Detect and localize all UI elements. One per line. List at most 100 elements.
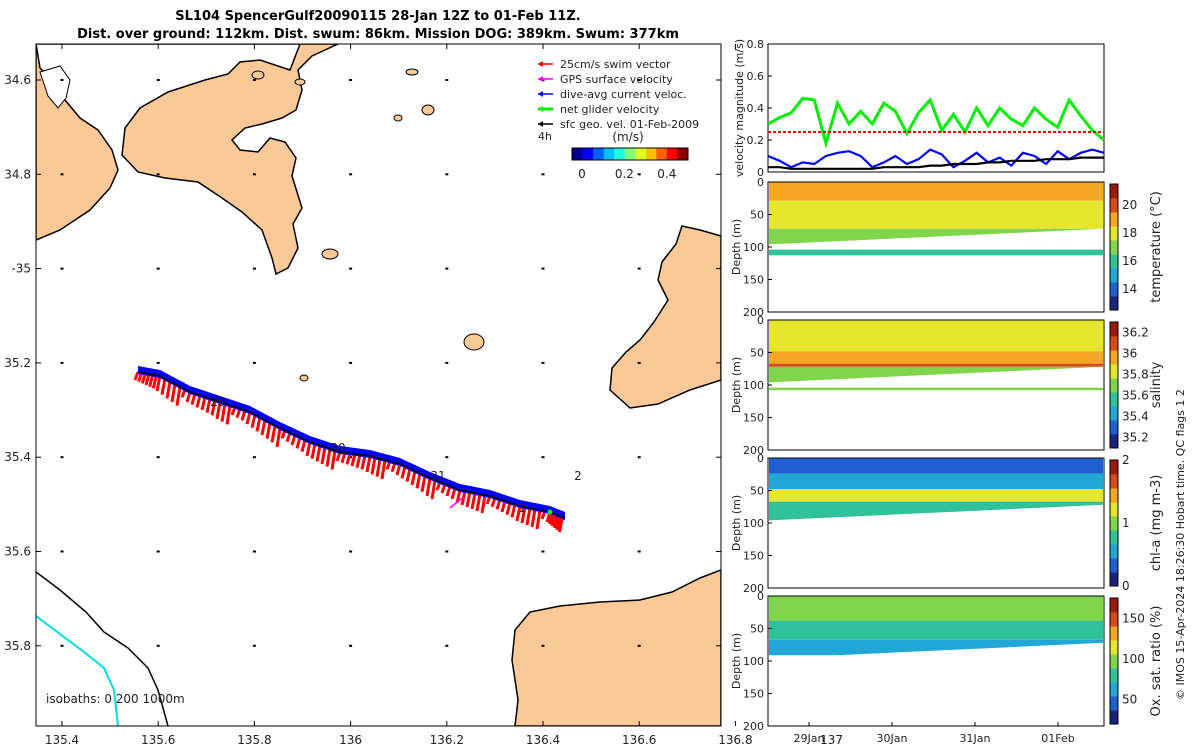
section-colorbar-cell (1110, 530, 1118, 545)
island (405, 68, 419, 76)
swim-vector (325, 448, 332, 467)
geo-velocity-dot (252, 267, 256, 270)
swim-vector (245, 411, 252, 425)
section-colorbar-tick-label: 18 (1122, 226, 1137, 240)
section-colorbar-tick-label: 50 (1122, 693, 1137, 707)
swim-vector (250, 414, 257, 429)
legend-extra: 4h (538, 130, 552, 143)
colorbar-cell (635, 148, 647, 160)
section-colorbar-label: chl-a (mg m-3) (1149, 475, 1164, 572)
section-band (769, 351, 1103, 364)
swim-vector (470, 492, 477, 510)
section-colorbar-cell (1110, 558, 1118, 573)
swim-vector (465, 491, 472, 508)
map-y-tick-label: 34.6 (4, 73, 31, 87)
section-colorbar-cell (1110, 364, 1118, 379)
map-y-tick-label: 35.8 (4, 639, 31, 653)
section-y-tick-label: 150 (743, 412, 764, 425)
geo-velocity-dot (349, 550, 353, 553)
island (251, 70, 265, 80)
title-line-1: SL104 SpencerGulf20090115 28-Jan 12Z to … (175, 9, 580, 24)
colorbar-cell (614, 148, 626, 160)
geo-velocity-dot (637, 267, 641, 270)
geo-velocity-dot (252, 173, 256, 176)
geo-velocity-dot (349, 361, 353, 364)
swim-vector (450, 487, 457, 500)
swim-vector (260, 419, 267, 436)
geo-velocity-dot (156, 456, 160, 459)
geo-velocity-dot (60, 550, 64, 553)
geo-velocity-dot (252, 644, 256, 647)
section-colorbar-tick-label: 35.6 (1122, 389, 1149, 403)
colorbar-cell (677, 148, 689, 160)
section-colorbar-tick-label: 2 (1122, 453, 1130, 467)
section-y-tick-label: 150 (743, 688, 764, 701)
map-x-tick-label: 136.6 (622, 733, 656, 747)
credit-label: © IMOS 15-Apr-2024 18:26:30 Hobart time.… (1174, 389, 1187, 700)
section-panel: 0 50 100 150 200 Depth (m) 0 1 2 chl-a (mg m-3) (730, 452, 1164, 595)
section-y-tick-label: 0 (757, 314, 764, 327)
velocity-series-line (767, 148, 1105, 169)
swim-vector (520, 506, 527, 524)
colorbar-cell (572, 148, 584, 160)
section-band (769, 200, 1103, 229)
swim-vector (535, 509, 542, 530)
swim-vector (320, 446, 327, 465)
swim-vector (558, 516, 564, 533)
section-colorbar-cell (1110, 350, 1118, 365)
island (294, 78, 306, 86)
swim-vector (360, 455, 367, 470)
map-x-tick-label: 136.2 (430, 733, 464, 747)
section-colorbar-label: temperature (°C) (1149, 191, 1164, 303)
section-band (769, 596, 1103, 621)
section-colorbar-tick-label: 0 (1122, 579, 1130, 593)
map-legend: 25cm/s swim vector GPS surface velocity di… (538, 58, 699, 131)
swim-vector (480, 494, 487, 514)
legend-arrow (538, 106, 543, 112)
swim-vector (165, 381, 172, 399)
geo-velocity-dot (830, 173, 833, 175)
section-y-tick-label: 100 (743, 517, 764, 530)
section-band (769, 363, 1103, 367)
colorbar-tick-label: 0 (578, 167, 586, 181)
section-panel: 0 50 100 150 200 Depth (m) 14 16 18 20 temperature… (730, 176, 1164, 319)
map-land (36, 44, 833, 726)
velocity-y-tick-label: 0.6 (747, 70, 765, 83)
net-glider-vector (547, 509, 553, 515)
swim-vector (300, 439, 307, 453)
geo-velocity-dot (60, 456, 64, 459)
section-colorbar-cell (1110, 226, 1118, 241)
map-y-tick-label: 35.4 (4, 450, 31, 464)
section-band (769, 473, 1103, 490)
section-colorbar-label: Ox. sat. ratio (%) (1149, 606, 1164, 717)
geo-velocity-dot (637, 456, 641, 459)
swim-vector (148, 374, 155, 388)
section-colorbar-tick-label: 100 (1122, 652, 1145, 666)
geo-velocity-dot (541, 267, 545, 270)
land-inlet (39, 65, 71, 109)
swim-vector (310, 443, 317, 459)
section-colorbar-frame (1109, 183, 1119, 311)
swim-vector (550, 513, 557, 527)
section-y-tick-label: 0 (757, 176, 764, 189)
section-colorbar-cell (1110, 626, 1118, 641)
velocity-series-line (767, 96, 1105, 149)
section-colorbar-cell (1110, 296, 1118, 311)
section-colorbar-cell (1110, 434, 1118, 449)
geo-velocity-dot (60, 79, 64, 81)
swim-vector (515, 505, 522, 522)
geo-velocity-dot (541, 456, 545, 459)
section-colorbar-label: salinity (1149, 361, 1164, 408)
map-y-axis: 34.6 34.8 -35 35.2 35.4 35.6 35.8 (4, 73, 721, 653)
island (393, 114, 403, 122)
section-y-tick-label: 100 (743, 241, 764, 254)
section-y-tick-label: 200 (743, 306, 764, 319)
section-colorbar-tick-label: 1 (1122, 516, 1130, 530)
swim-vector (350, 453, 357, 467)
swim-vector (220, 403, 227, 422)
title-line-2: Dist. over ground: 112km. Dist. swum: 86… (77, 27, 679, 42)
swim-vector (510, 503, 517, 518)
geo-velocity-dot (252, 550, 256, 553)
legend-label: sfc geo. vel. 01-Feb-2009 (560, 118, 699, 131)
swim-vector (500, 500, 507, 513)
